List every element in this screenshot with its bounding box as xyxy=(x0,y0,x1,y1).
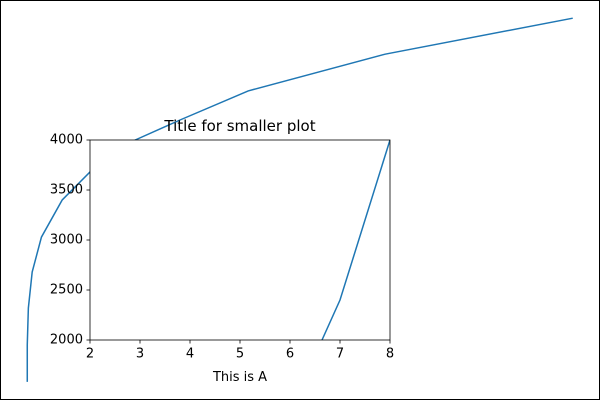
data-line xyxy=(321,140,390,340)
y-tick-label: 2500 xyxy=(50,283,83,298)
y-tick-label: 3500 xyxy=(50,183,83,198)
x-tick-label: 3 xyxy=(136,347,144,362)
x-axis-label: This is A xyxy=(212,370,267,385)
y-tick-label: 4000 xyxy=(50,133,83,148)
x-tick-label: 8 xyxy=(386,347,394,362)
x-tick-label: 7 xyxy=(336,347,344,362)
x-tick-label: 2 xyxy=(86,347,94,362)
x-tick-label: 5 xyxy=(236,347,244,362)
axes-background xyxy=(90,140,390,340)
y-tick-label: 2000 xyxy=(50,333,83,348)
axes-title: Title for smaller plot xyxy=(163,117,315,135)
plot-area xyxy=(26,17,573,382)
x-tick-label: 6 xyxy=(286,347,294,362)
plot-area xyxy=(321,140,390,340)
x-tick-label: 4 xyxy=(186,347,194,362)
y-tick-label: 3000 xyxy=(50,233,83,248)
data-line xyxy=(26,17,573,382)
